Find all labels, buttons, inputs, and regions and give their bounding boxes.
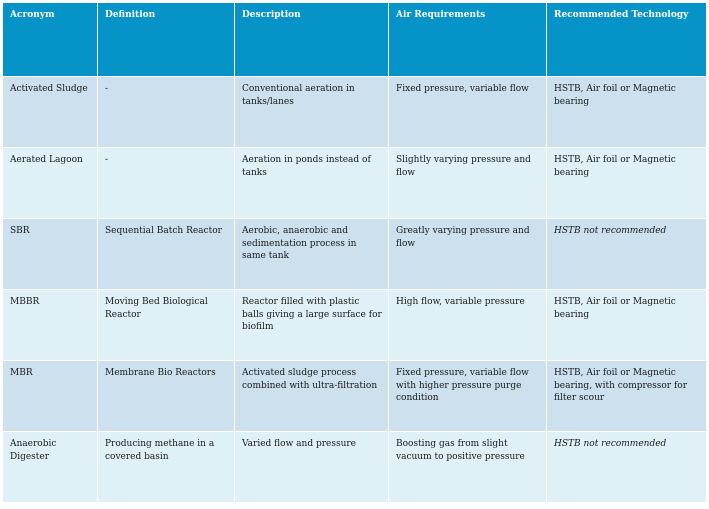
header-recommended-technology: Recommended Technology bbox=[546, 2, 707, 77]
cell-acronym: Anaerobic Digester bbox=[2, 431, 98, 503]
cell-air-requirements: Fixed pressure, variable flow with highe… bbox=[388, 360, 547, 432]
table-header: Acronym Definition Description Air Requi… bbox=[2, 2, 707, 77]
cell-acronym: Aerated Lagoon bbox=[2, 147, 98, 219]
cell-air-requirements: Slightly varying pressure and flow bbox=[388, 147, 547, 219]
cell-description: Varied flow and pressure bbox=[234, 431, 389, 503]
cell-air-requirements: High flow, variable pressure bbox=[388, 289, 547, 361]
cell-acronym: MBBR bbox=[2, 289, 98, 361]
cell-definition: Sequential Batch Reactor bbox=[97, 218, 235, 290]
table-row: MBBR Moving Bed Biological Reactor React… bbox=[2, 289, 707, 361]
table-row: Anaerobic Digester Producing methane in … bbox=[2, 431, 707, 503]
cell-technology: HSTB not recommended bbox=[546, 218, 707, 290]
header-row: Acronym Definition Description Air Requi… bbox=[2, 2, 707, 77]
technology-table-container: Acronym Definition Description Air Requi… bbox=[2, 2, 707, 503]
cell-definition: - bbox=[97, 147, 235, 219]
cell-description: Aerobic, anaerobic and sedimentation pro… bbox=[234, 218, 389, 290]
table-row: Activated Sludge - Conventional aeration… bbox=[2, 76, 707, 148]
cell-technology: HSTB, Air foil or Magnetic bearing bbox=[546, 289, 707, 361]
cell-description: Aeration in ponds instead of tanks bbox=[234, 147, 389, 219]
cell-technology: HSTB, Air foil or Magnetic bearing, with… bbox=[546, 360, 707, 432]
cell-definition: Membrane Bio Reactors bbox=[97, 360, 235, 432]
cell-acronym: MBR bbox=[2, 360, 98, 432]
cell-definition: Producing methane in a covered basin bbox=[97, 431, 235, 503]
header-description: Description bbox=[234, 2, 389, 77]
table-row: Aerated Lagoon - Aeration in ponds inste… bbox=[2, 147, 707, 219]
cell-description: Reactor filled with plastic balls giving… bbox=[234, 289, 389, 361]
cell-technology: HSTB not recommended bbox=[546, 431, 707, 503]
header-acronym: Acronym bbox=[2, 2, 98, 77]
table-body: Activated Sludge - Conventional aeration… bbox=[2, 76, 707, 503]
cell-description: Activated sludge process combined with u… bbox=[234, 360, 389, 432]
header-air-requirements: Air Requirements bbox=[388, 2, 547, 77]
cell-acronym: Activated Sludge bbox=[2, 76, 98, 148]
cell-technology: HSTB, Air foil or Magnetic bearing bbox=[546, 147, 707, 219]
technology-table: Acronym Definition Description Air Requi… bbox=[2, 2, 707, 503]
cell-description: Conventional aeration in tanks/lanes bbox=[234, 76, 389, 148]
cell-air-requirements: Fixed pressure, variable flow bbox=[388, 76, 547, 148]
cell-definition: Moving Bed Biological Reactor bbox=[97, 289, 235, 361]
table-row: SBR Sequential Batch Reactor Aerobic, an… bbox=[2, 218, 707, 290]
cell-acronym: SBR bbox=[2, 218, 98, 290]
table-row: MBR Membrane Bio Reactors Activated slud… bbox=[2, 360, 707, 432]
cell-air-requirements: Boosting gas from slight vacuum to posit… bbox=[388, 431, 547, 503]
cell-air-requirements: Greatly varying pressure and flow bbox=[388, 218, 547, 290]
header-definition: Definition bbox=[97, 2, 235, 77]
cell-technology: HSTB, Air foil or Magnetic bearing bbox=[546, 76, 707, 148]
cell-definition: - bbox=[97, 76, 235, 148]
